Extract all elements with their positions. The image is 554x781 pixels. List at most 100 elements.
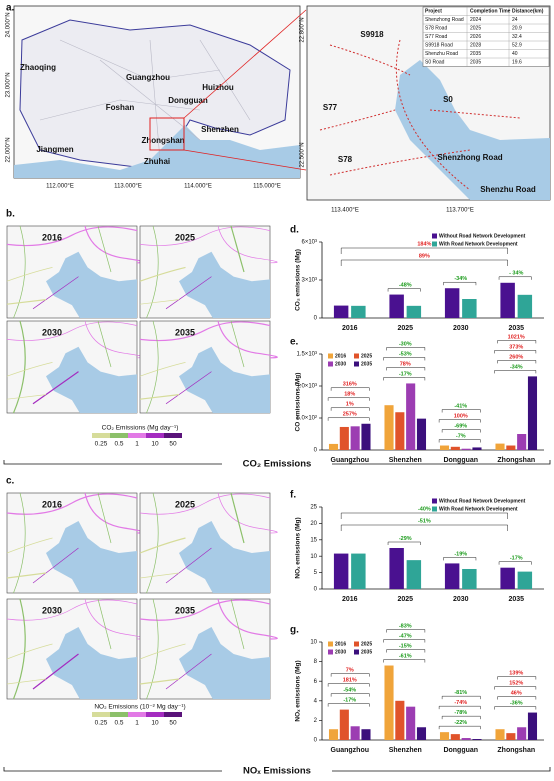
planned-road xyxy=(329,44,411,76)
emission-road xyxy=(6,537,53,554)
emission-road xyxy=(6,572,47,579)
emission-road xyxy=(230,492,245,544)
bar xyxy=(500,282,515,318)
city-label: Zhaoqing xyxy=(20,63,56,72)
annotation: -22% xyxy=(454,720,467,726)
bracket xyxy=(330,673,370,677)
x-tick-label: Dongguan xyxy=(443,457,478,464)
legend-swatch xyxy=(146,433,164,438)
legend-tick: 50 xyxy=(169,720,177,727)
map-panel xyxy=(139,320,278,414)
year-label: 2016 xyxy=(42,232,62,242)
legend-tick: 0.25 xyxy=(95,441,108,448)
annotation: -81% xyxy=(454,690,467,696)
annotation: -69% xyxy=(454,423,467,429)
table-cell: 2035 xyxy=(470,60,481,66)
city-label: Guangzhou xyxy=(126,73,170,82)
bracket xyxy=(386,649,426,653)
bracket xyxy=(494,706,537,710)
banner-label: NOₓ Emissions xyxy=(243,766,311,777)
bar xyxy=(384,665,394,740)
emission-road xyxy=(217,225,278,264)
lon-tick-label: 115.000°E xyxy=(253,184,281,190)
bar xyxy=(527,712,538,740)
y-axis-label: NOₓ emissions (Mg) xyxy=(295,517,302,578)
emission-road xyxy=(139,394,180,400)
bracket xyxy=(438,419,481,423)
legend-tick: 0.5 xyxy=(114,720,123,727)
year-label: 2035 xyxy=(175,327,195,337)
bar xyxy=(462,299,477,318)
legend-swatch xyxy=(328,641,333,647)
x-tick-label: 2030 xyxy=(453,596,469,603)
y-axis-label: CO₂ emissions (Mg) xyxy=(295,249,302,311)
emission-road xyxy=(139,266,186,282)
bracket xyxy=(386,367,426,371)
bar xyxy=(406,305,422,318)
annotation: -15% xyxy=(399,643,412,649)
y-tick-label: 1.5×10³ xyxy=(296,352,317,358)
x-tick-label: 2035 xyxy=(508,596,524,603)
lon-tick-label: 113.700°E xyxy=(446,208,474,214)
annotation: 257% xyxy=(343,412,357,418)
legend-tick: 1 xyxy=(135,441,139,448)
legend-swatch xyxy=(128,712,146,717)
annotation: 100% xyxy=(454,413,468,419)
panel-label: b. xyxy=(6,209,15,220)
bracket xyxy=(494,370,537,374)
emission-road xyxy=(146,598,159,700)
bracket xyxy=(441,429,481,433)
bracket xyxy=(327,397,370,401)
table-cell: 32.4 xyxy=(512,34,522,40)
legend-swatch xyxy=(328,649,333,655)
y-tick-label: 10 xyxy=(310,554,317,560)
annotation: 139% xyxy=(509,671,523,677)
map-panel xyxy=(6,492,145,594)
bracket xyxy=(438,439,481,443)
bar xyxy=(450,446,460,450)
bracket xyxy=(383,659,426,663)
emission-road xyxy=(97,320,112,368)
legend-swatch xyxy=(110,712,128,717)
y-tick-label: 20 xyxy=(310,521,317,527)
planned-road xyxy=(319,109,396,131)
y-tick-label: 1.0×10³ xyxy=(296,384,317,390)
emission-road xyxy=(217,492,278,534)
bracket xyxy=(494,686,537,690)
annotation: 260% xyxy=(509,354,523,360)
water xyxy=(46,346,137,413)
bracket xyxy=(441,695,481,700)
annotation: - 34% xyxy=(509,271,523,277)
legend-swatch xyxy=(328,353,333,359)
legend-swatch xyxy=(432,506,437,512)
emission-road xyxy=(165,547,212,584)
legend-swatch xyxy=(354,649,359,655)
y-axis-label: NOₓ emissions (Mg) xyxy=(295,660,302,721)
city-label: Foshan xyxy=(106,103,135,112)
annotation: 7% xyxy=(346,668,354,674)
lat-tick-label: 22.800°N xyxy=(300,17,306,42)
bar xyxy=(406,706,416,740)
road-label: Shenzhong Road xyxy=(437,153,502,162)
year-label: 2025 xyxy=(175,499,195,509)
span-bracket xyxy=(340,247,508,254)
bracket xyxy=(386,629,426,633)
inset-line xyxy=(183,149,307,171)
bracket xyxy=(443,557,477,561)
emission-road xyxy=(165,653,212,690)
emission-road xyxy=(6,678,47,685)
y-tick-label: 6×10³ xyxy=(301,240,317,246)
sea xyxy=(14,125,300,178)
emission-road xyxy=(32,547,79,584)
bar xyxy=(333,305,349,318)
road-label: S9918 xyxy=(360,30,384,39)
emission-road xyxy=(13,492,26,594)
bracket xyxy=(443,281,477,286)
legend-swatch xyxy=(354,361,359,367)
bracket xyxy=(327,683,370,687)
legend-title: NO₂ Emissions (10⁻² Mg day⁻¹) xyxy=(94,704,185,711)
legend-swatch xyxy=(432,233,437,239)
table-cell: S77 Road xyxy=(425,34,447,40)
legend-tick: 0.5 xyxy=(114,441,123,448)
emission-road xyxy=(12,320,26,414)
